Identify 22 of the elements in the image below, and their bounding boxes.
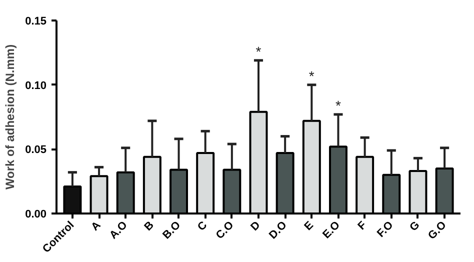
annotation: *: [336, 97, 342, 114]
x-tick-label: G.O: [426, 218, 450, 242]
x-tick-label: A: [89, 219, 104, 234]
x-tick-label: D.O: [267, 218, 290, 242]
x-tick-label: C.O: [214, 218, 236, 242]
x-tick-label: E.O: [320, 218, 343, 242]
x-tick-label: F: [356, 219, 370, 232]
y-axis-title: Work of adhesion (N.mm): [3, 44, 18, 190]
x-tick-label: F.O: [375, 218, 396, 240]
x-tick-label: B: [142, 219, 156, 234]
y-tick-label: 0.05: [25, 144, 47, 156]
y-tick-label: 0.15: [25, 16, 47, 28]
x-tick-label: D: [248, 219, 263, 234]
x-tick-label: C: [195, 219, 210, 234]
x-tick-label: A.O: [108, 218, 130, 242]
x-tick-label: E: [302, 219, 316, 233]
y-tick-label: 0.10: [25, 80, 47, 92]
x-tick-label: B.O: [160, 218, 184, 242]
annotation: *: [256, 43, 262, 60]
x-tick-label: G: [408, 219, 422, 234]
annotation: *: [308, 68, 315, 84]
y-tick-label: 0.00: [25, 208, 47, 220]
